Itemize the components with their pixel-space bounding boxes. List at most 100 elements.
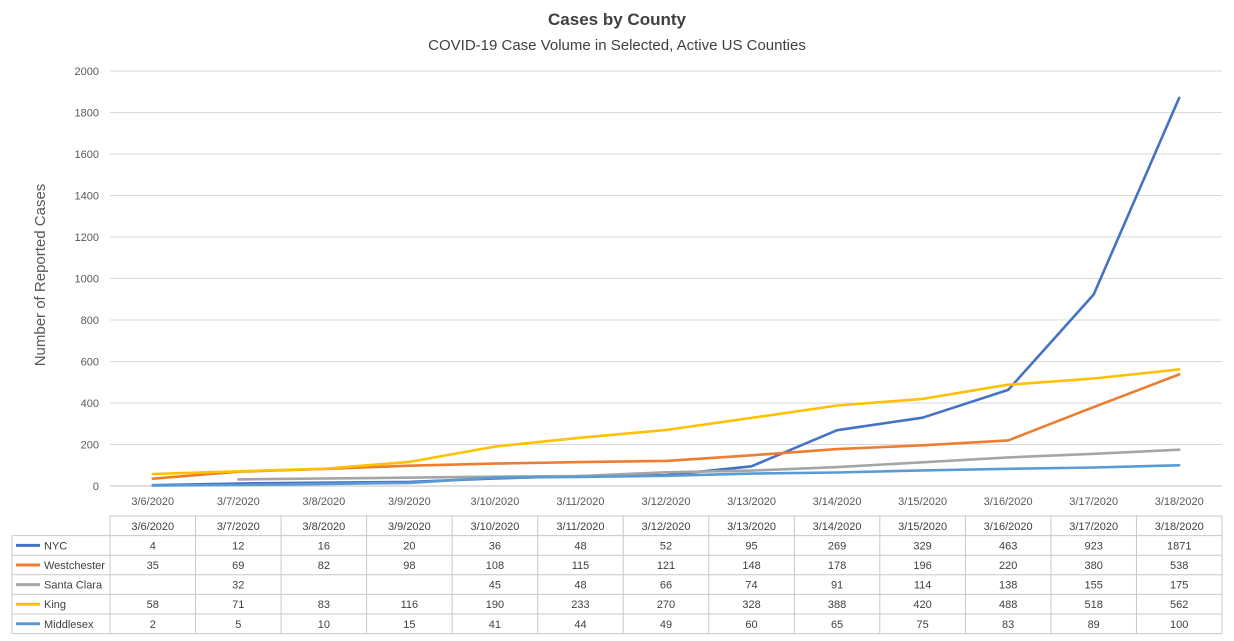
table-cell: 329	[913, 540, 931, 552]
x-tick-label: 3/16/2020	[984, 496, 1033, 508]
series-line-king	[151, 368, 1181, 476]
legend-label: Westchester	[44, 560, 105, 572]
table-cell: 65	[831, 619, 843, 631]
table-cell: 178	[828, 560, 846, 572]
series-line-middlesex	[151, 463, 1181, 487]
y-tick-label: 1200	[75, 232, 99, 244]
x-axis-ticks: 3/6/2020 3/7/2020 3/8/2020 3/9/2020 3/10/202…	[131, 496, 1203, 508]
table-cell: 83	[318, 599, 330, 611]
table-cell: 89	[1088, 619, 1100, 631]
table-cell: 4	[150, 540, 156, 552]
x-tick-label: 3/17/2020	[1069, 496, 1118, 508]
table-header-cell: 3/18/2020	[1155, 521, 1204, 533]
table-cell: 463	[999, 540, 1017, 552]
table-cell: 114	[914, 580, 932, 592]
table-cell: 74	[745, 580, 757, 592]
table-cell: 562	[1170, 599, 1188, 611]
table-cell: 44	[574, 619, 586, 631]
table-cell: 269	[828, 540, 846, 552]
table-cell: 91	[831, 580, 843, 592]
x-tick-label: 3/14/2020	[813, 496, 862, 508]
table-cell: 75	[916, 619, 928, 631]
table-cell: 155	[1085, 580, 1103, 592]
table-header-cell: 3/9/2020	[388, 521, 431, 533]
table-cell: 36	[489, 540, 501, 552]
table-cell: 16	[318, 540, 330, 552]
y-tick-label: 1000	[75, 274, 99, 286]
table-cell: 233	[571, 599, 589, 611]
table-cell: 48	[574, 540, 586, 552]
y-tick-label: 400	[81, 398, 99, 410]
x-tick-label: 3/13/2020	[727, 496, 776, 508]
x-tick-label: 3/8/2020	[302, 496, 345, 508]
table-cell: 196	[913, 560, 931, 572]
legend-label: Santa Clara	[44, 580, 103, 592]
table-cell: 45	[489, 580, 501, 592]
table-header-cell: 3/12/2020	[642, 521, 691, 533]
table-cell: 923	[1085, 540, 1103, 552]
table-cell: 95	[745, 540, 757, 552]
table-cell: 12	[232, 540, 244, 552]
legend-label: NYC	[44, 540, 67, 552]
legend-label: Middlesex	[44, 619, 94, 631]
table-cell: 380	[1085, 560, 1103, 572]
table-cell: 52	[660, 540, 672, 552]
table-cell: 1871	[1167, 540, 1191, 552]
table-cell: 538	[1170, 560, 1188, 572]
chart-subtitle: COVID-19 Case Volume in Selected, Active…	[428, 37, 806, 54]
x-tick-label: 3/15/2020	[898, 496, 947, 508]
table-header-cell: 3/7/2020	[217, 521, 260, 533]
table-cell: 420	[913, 599, 931, 611]
y-axis-ticks: 0 200 400 600 800 1000 1200 1400 1600 1800 2000	[75, 66, 99, 493]
table-cell: 328	[742, 599, 760, 611]
table-cell: 58	[147, 599, 159, 611]
table-cell: 100	[1170, 619, 1188, 631]
chart-title: Cases by County	[548, 10, 686, 29]
table-header-cell: 3/14/2020	[813, 521, 862, 533]
y-tick-label: 0	[93, 481, 99, 493]
table-cell: 15	[403, 619, 415, 631]
x-tick-label: 3/11/2020	[556, 496, 604, 508]
x-tick-label: 3/9/2020	[388, 496, 431, 508]
table-cell: 35	[147, 560, 159, 572]
table-header-cell: 3/13/2020	[727, 521, 776, 533]
table-cell: 115	[572, 560, 590, 572]
table-header-cell: 3/11/2020	[556, 521, 604, 533]
data-table: 3/6/2020 3/7/2020 3/8/2020 3/9/2020 3/10/202…	[11, 515, 1223, 635]
table-cell: 83	[1002, 619, 1014, 631]
table-cell: 220	[999, 560, 1017, 572]
table-cell: 69	[232, 560, 244, 572]
series-lines	[151, 96, 1181, 487]
table-cell: 82	[318, 560, 330, 572]
table-cell: 41	[489, 619, 501, 631]
y-tick-label: 1600	[75, 149, 99, 161]
table-cell: 20	[403, 540, 415, 552]
x-tick-label: 3/12/2020	[642, 496, 691, 508]
table-cell: 60	[745, 619, 757, 631]
gridlines	[110, 70, 1222, 487]
table-cell: 148	[742, 560, 760, 572]
table-cell: 98	[403, 560, 415, 572]
table-cell: 48	[574, 580, 586, 592]
x-tick-label: 3/7/2020	[217, 496, 260, 508]
table-cell: 71	[232, 599, 244, 611]
table-cell: 108	[486, 560, 504, 572]
legend-label: King	[44, 599, 66, 611]
table-cell: 5	[235, 619, 241, 631]
y-tick-label: 600	[81, 357, 99, 369]
table-cell: 2	[150, 619, 156, 631]
table-cell: 388	[828, 599, 846, 611]
table-cell: 121	[657, 560, 675, 572]
table-cell: 175	[1170, 580, 1188, 592]
table-cell: 32	[232, 580, 244, 592]
y-tick-label: 1400	[75, 191, 99, 203]
table-cell: 116	[401, 599, 419, 611]
table-header-cell: 3/15/2020	[898, 521, 947, 533]
table-cell: 49	[660, 619, 672, 631]
y-tick-label: 200	[81, 440, 99, 452]
table-header-cell: 3/8/2020	[302, 521, 345, 533]
table-header-cell: 3/10/2020	[470, 521, 519, 533]
y-axis-label: Number of Reported Cases	[32, 184, 49, 367]
table-cell: 138	[999, 580, 1017, 592]
